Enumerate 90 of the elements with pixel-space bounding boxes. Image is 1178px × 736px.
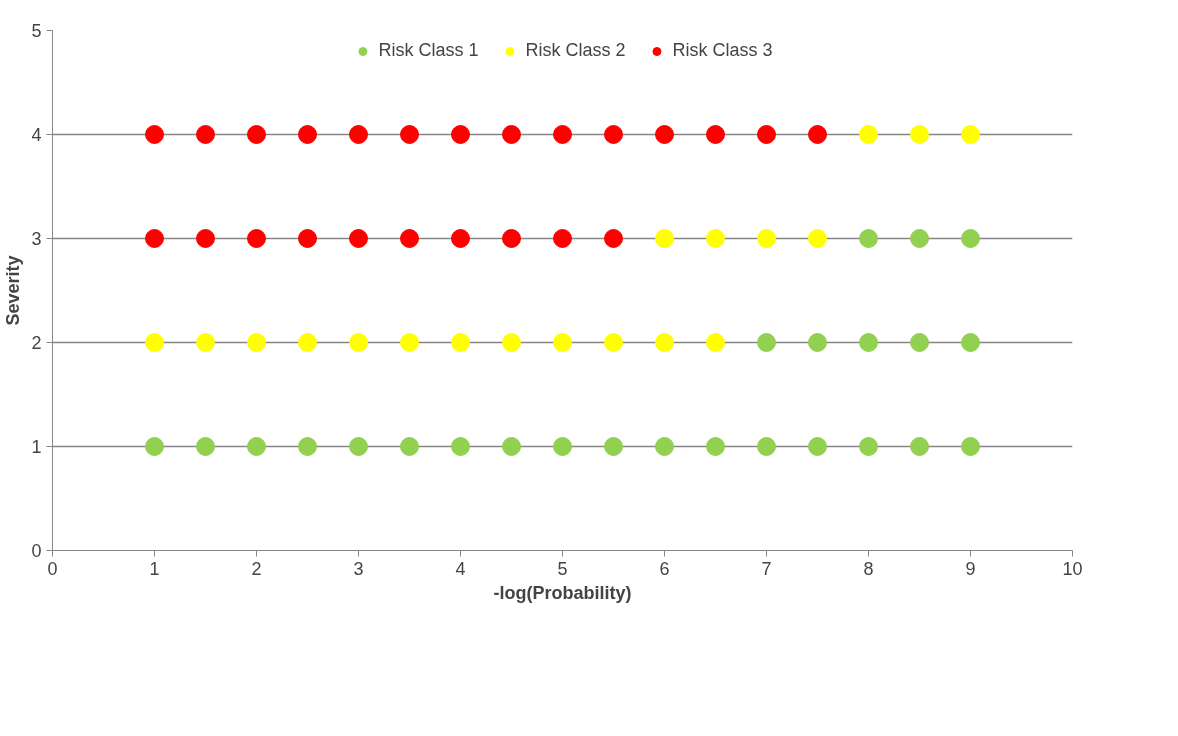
point (298, 333, 317, 352)
point (808, 229, 827, 248)
point (247, 333, 266, 352)
point (400, 437, 419, 456)
legend-label: Risk Class 1 (378, 40, 479, 61)
x-tick-label: 7 (761, 558, 772, 579)
point (706, 229, 725, 248)
x-tick-label: 3 (353, 558, 364, 579)
point (451, 125, 470, 144)
point (808, 125, 827, 144)
point (145, 125, 164, 144)
point (859, 333, 878, 352)
point (349, 125, 368, 144)
point (808, 333, 827, 352)
point (553, 125, 572, 144)
point (145, 333, 164, 352)
point (655, 125, 674, 144)
point (655, 229, 674, 248)
point (400, 333, 419, 352)
x-tick-label: 10 (1062, 558, 1083, 579)
point (655, 333, 674, 352)
point (910, 229, 929, 248)
x-tick-label: 2 (251, 558, 262, 579)
point (502, 125, 521, 144)
point (400, 125, 419, 144)
point (859, 437, 878, 456)
point (757, 333, 776, 352)
point (349, 437, 368, 456)
point (502, 229, 521, 248)
point (553, 333, 572, 352)
x-tick-label: 8 (863, 558, 874, 579)
point (859, 125, 878, 144)
legend-label: Risk Class 2 (525, 40, 626, 61)
x-tick-label: 9 (965, 558, 976, 579)
point (910, 333, 929, 352)
point (604, 333, 623, 352)
point (553, 437, 572, 456)
legend-label: Risk Class 3 (672, 40, 773, 61)
point (961, 229, 980, 248)
point (145, 437, 164, 456)
point (298, 125, 317, 144)
point (706, 437, 725, 456)
point (247, 437, 266, 456)
y-tick-label: 4 (31, 125, 42, 145)
point (655, 437, 674, 456)
point (196, 437, 215, 456)
point (247, 125, 266, 144)
point (247, 229, 266, 248)
point (502, 333, 521, 352)
point (451, 437, 470, 456)
point (553, 229, 572, 248)
point (196, 229, 215, 248)
x-tick-label: 4 (455, 558, 466, 579)
y-tick-label: 5 (31, 21, 42, 41)
point (400, 229, 419, 248)
point (706, 125, 725, 144)
point (757, 437, 776, 456)
x-tick-label: 1 (149, 558, 160, 579)
point (196, 333, 215, 352)
x-tick-label: 6 (659, 558, 670, 579)
y-tick-label: 1 (31, 437, 42, 457)
point (349, 333, 368, 352)
point (910, 437, 929, 456)
point (502, 437, 521, 456)
point (349, 229, 368, 248)
point (757, 125, 776, 144)
point (451, 229, 470, 248)
point (961, 125, 980, 144)
point (604, 437, 623, 456)
point (145, 229, 164, 248)
point (808, 437, 827, 456)
y-axis-title: Severity (3, 255, 24, 326)
point (604, 125, 623, 144)
point (298, 437, 317, 456)
point (451, 333, 470, 352)
x-tick-label: 0 (47, 558, 58, 579)
point (757, 229, 776, 248)
y-tick-label: 0 (31, 541, 42, 561)
x-axis-title: -log(Probability) (493, 582, 632, 603)
y-tick-label: 2 (31, 333, 42, 353)
point (910, 125, 929, 144)
point (961, 437, 980, 456)
point (196, 125, 215, 144)
point (298, 229, 317, 248)
point (706, 333, 725, 352)
point (604, 229, 623, 248)
y-tick-label: 3 (31, 229, 42, 249)
point (961, 333, 980, 352)
point (859, 229, 878, 248)
x-tick-label: 5 (557, 558, 568, 579)
